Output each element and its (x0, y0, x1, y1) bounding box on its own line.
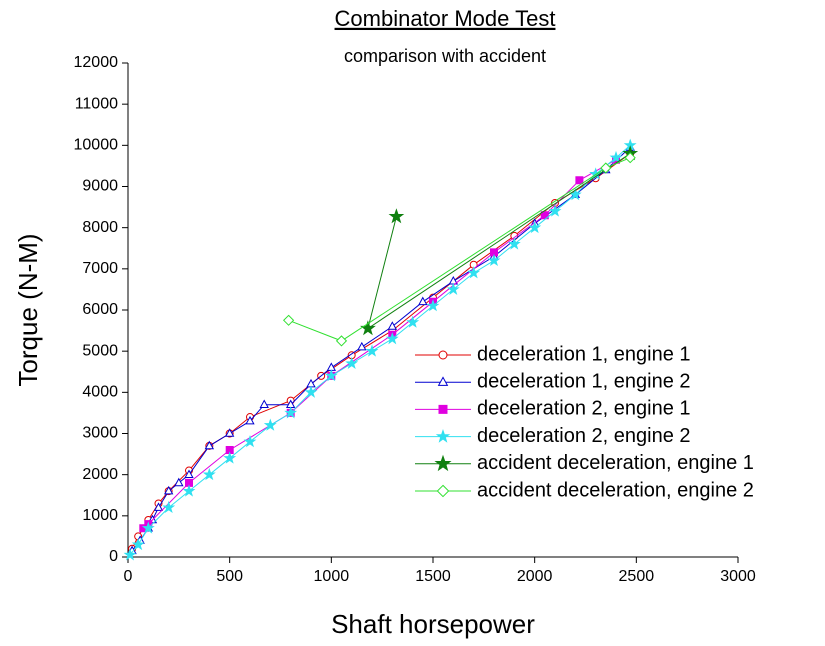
x-tick-label: 1000 (314, 568, 350, 585)
legend-marker (435, 429, 451, 443)
legend-marker (438, 404, 448, 414)
y-tick-label: 10000 (74, 137, 119, 154)
legend-marker (437, 376, 449, 386)
data-point (335, 335, 348, 347)
y-tick-label: 3000 (82, 425, 118, 442)
legend-label: deceleration 1, engine 1 (477, 343, 691, 365)
data-point (184, 469, 194, 478)
data-point (185, 478, 193, 487)
data-point (141, 521, 155, 534)
data-point (202, 467, 216, 481)
y-tick-label: 9000 (82, 178, 118, 195)
y-axis-label: Torque (N-M) (13, 233, 43, 386)
data-point (243, 434, 257, 448)
data-point (507, 237, 521, 250)
y-tick-label: 8000 (82, 219, 118, 236)
legend-label: deceleration 1, engine 2 (477, 370, 691, 392)
data-point (284, 406, 298, 419)
y-tick-label: 1000 (82, 507, 118, 524)
y-tick-label: 4000 (82, 384, 118, 401)
data-point (446, 282, 460, 295)
data-point (153, 502, 164, 511)
data-point (131, 537, 145, 551)
data-point (487, 253, 501, 267)
data-point (324, 369, 338, 382)
data-point (388, 208, 405, 224)
data-point (259, 399, 269, 408)
data-point (575, 176, 584, 185)
x-tick-label: 2500 (619, 568, 655, 585)
data-point (174, 477, 184, 487)
data-point (418, 296, 428, 306)
data-point (385, 332, 399, 345)
legend-marker (434, 454, 452, 472)
y-tick-label: 11000 (75, 95, 118, 112)
x-tick-label: 2000 (517, 568, 553, 585)
y-tick-label: 12000 (74, 54, 119, 71)
x-tick-label: 3000 (720, 568, 756, 585)
data-point (245, 415, 255, 425)
data-point (609, 150, 623, 164)
legend-marker (438, 350, 448, 360)
legend-marker (436, 484, 450, 498)
data-point (304, 385, 318, 398)
data-point (548, 204, 562, 217)
data-point (528, 220, 542, 234)
data-point (624, 152, 636, 164)
data-point (540, 211, 549, 220)
data-point (224, 428, 235, 437)
data-point (225, 446, 234, 454)
y-tick-label: 2000 (82, 466, 118, 483)
chart-subtitle: comparison with accident (344, 46, 546, 66)
legend-label: deceleration 2, engine 1 (477, 398, 691, 420)
data-point (123, 548, 137, 561)
data-point (600, 162, 612, 174)
chart-title: Combinator Mode Test (335, 6, 556, 31)
data-point (387, 321, 398, 330)
y-tick-label: 7000 (82, 260, 118, 277)
x-axis-label: Shaft horsepower (331, 609, 535, 639)
data-point (223, 451, 237, 464)
data-point (163, 485, 174, 495)
data-point (345, 356, 359, 370)
legend-label: deceleration 2, engine 2 (477, 425, 691, 447)
data-point (357, 341, 367, 351)
x-tick-label: 1500 (415, 568, 451, 585)
x-tick-label: 500 (216, 568, 243, 585)
legend-label: accident deceleration, engine 2 (477, 479, 754, 501)
y-tick-label: 5000 (82, 342, 118, 359)
data-point (263, 418, 277, 431)
legend-label: accident deceleration, engine 1 (477, 452, 754, 474)
series-line (288, 157, 631, 342)
data-point (365, 344, 379, 357)
data-point (490, 248, 498, 257)
y-tick-label: 0 (109, 548, 118, 565)
data-point (467, 266, 481, 279)
series-line (367, 153, 631, 330)
data-point (162, 500, 176, 514)
data-point (406, 315, 420, 328)
data-point (282, 314, 295, 326)
data-point (204, 440, 215, 450)
y-tick-label: 6000 (82, 301, 118, 318)
data-point (182, 484, 196, 497)
x-tick-label: 0 (124, 568, 133, 585)
data-point (426, 299, 440, 312)
